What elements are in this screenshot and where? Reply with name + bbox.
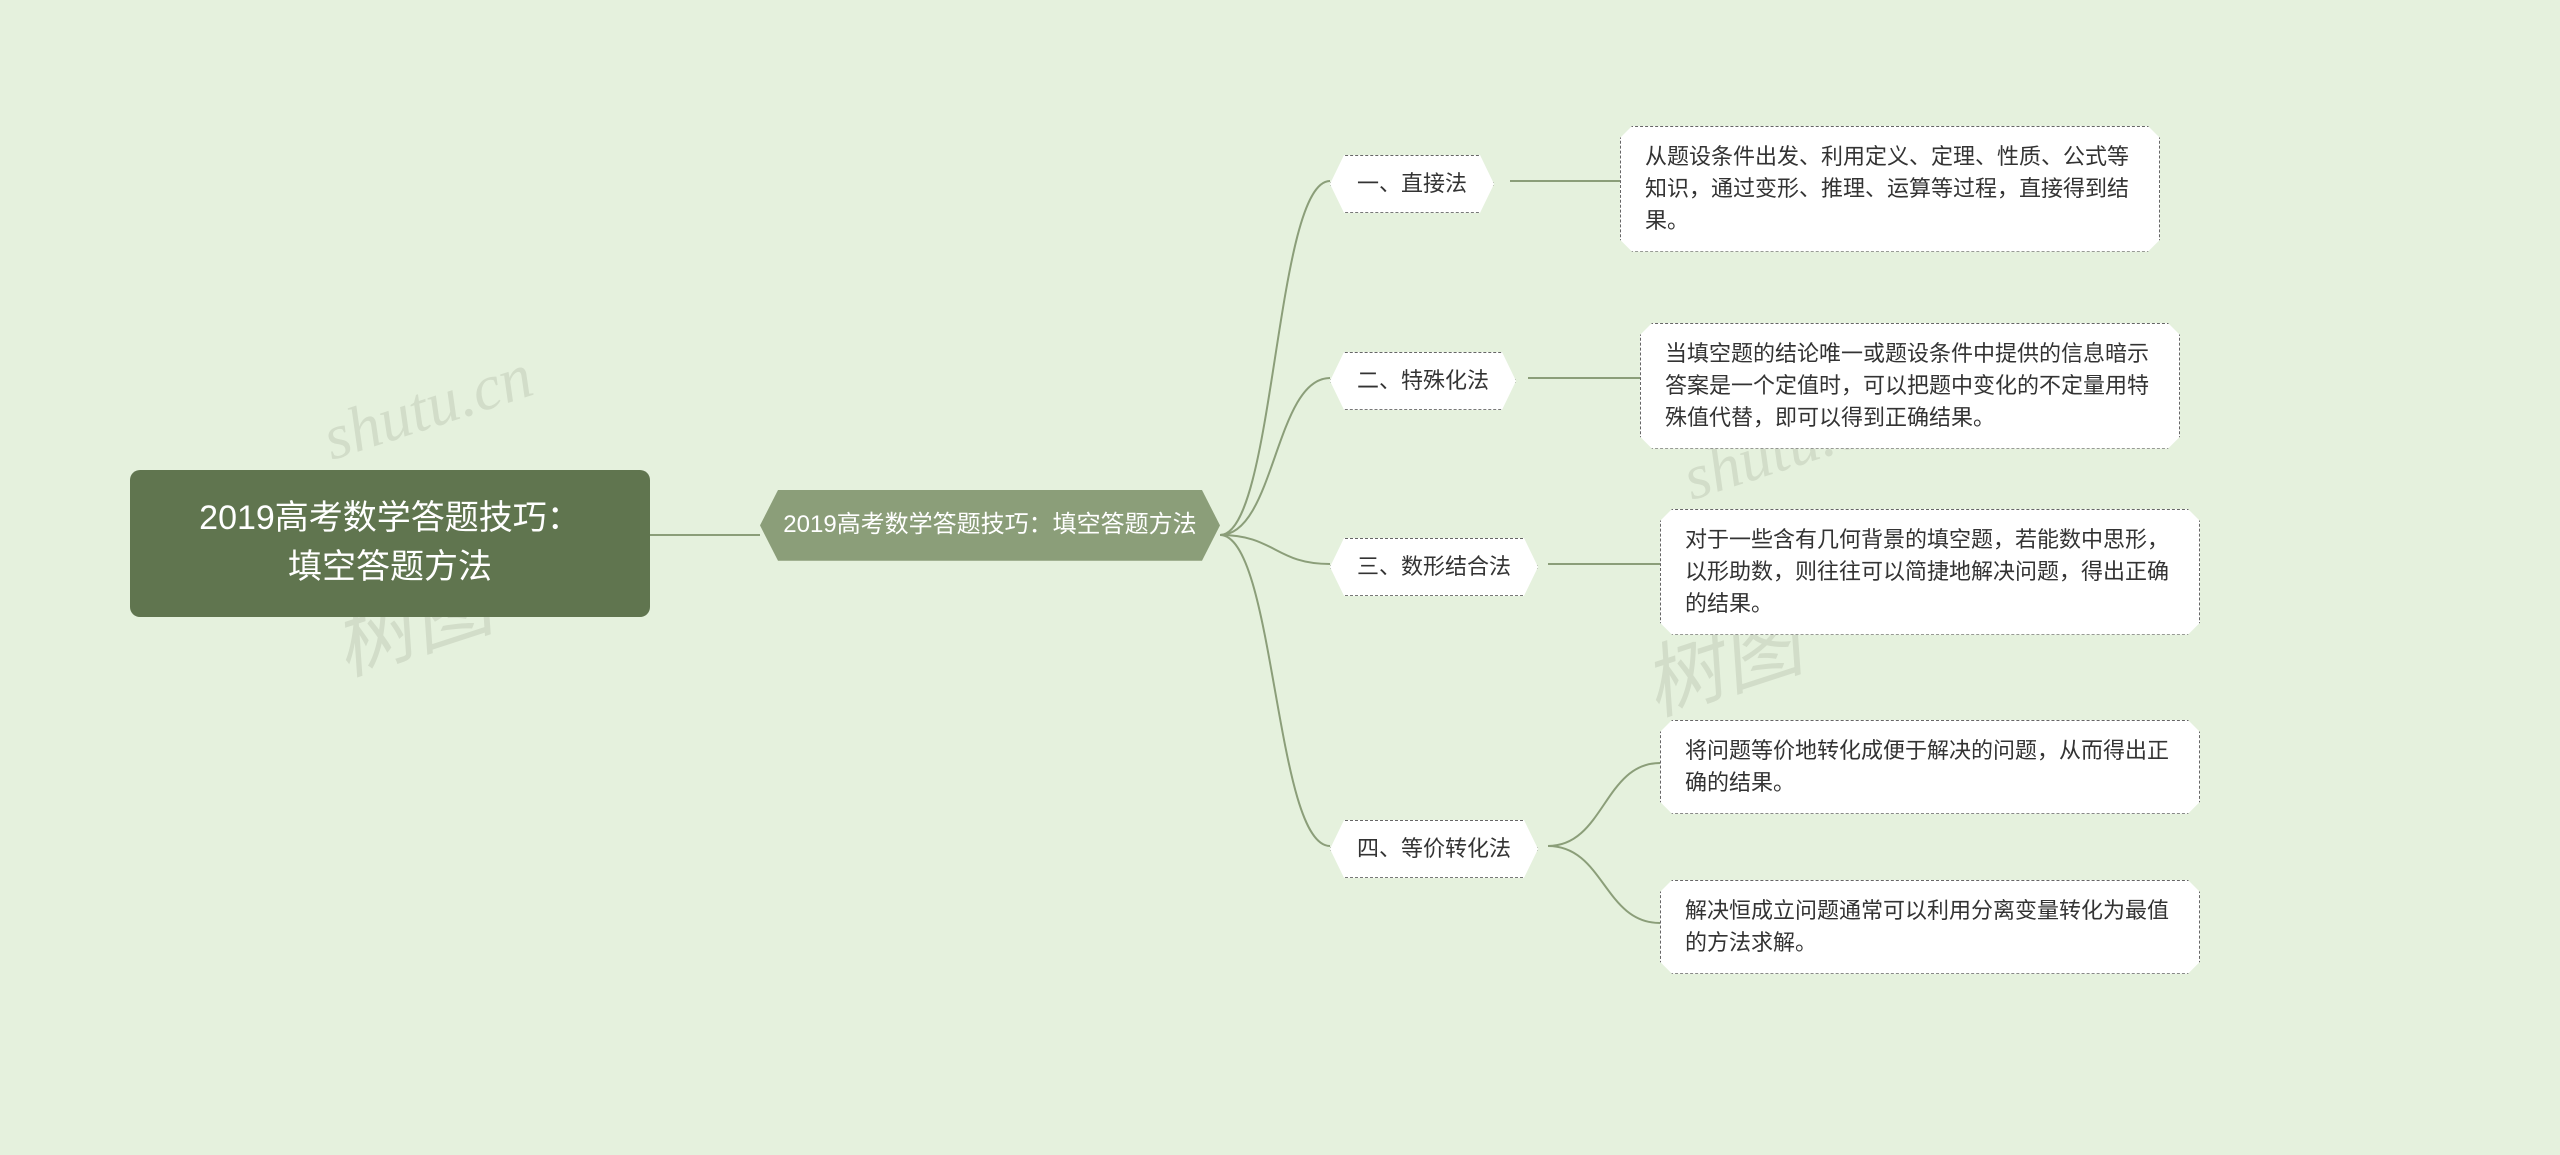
method-node-4[interactable]: 四、等价转化法: [1330, 820, 1538, 878]
leaf-node[interactable]: 当填空题的结论唯一或题设条件中提供的信息暗示答案是一个定值时，可以把题中变化的不…: [1640, 323, 2180, 449]
level1-label: 2019高考数学答题技巧：填空答题方法: [783, 508, 1196, 543]
root-node[interactable]: 2019高考数学答题技巧： 填空答题方法: [130, 470, 650, 617]
watermark: shutu.cn: [314, 339, 541, 476]
method-node-1[interactable]: 一、直接法: [1330, 155, 1494, 213]
method-label: 一、直接法: [1357, 168, 1467, 200]
leaf-node[interactable]: 将问题等价地转化成便于解决的问题，从而得出正确的结果。: [1660, 720, 2200, 814]
level1-node[interactable]: 2019高考数学答题技巧：填空答题方法: [760, 490, 1220, 561]
leaf-text: 从题设条件出发、利用定义、定理、性质、公式等知识，通过变形、推理、运算等过程，直…: [1645, 141, 2135, 237]
leaf-node[interactable]: 解决恒成立问题通常可以利用分离变量转化为最值的方法求解。: [1660, 880, 2200, 974]
root-title-line1: 2019高考数学答题技巧：: [199, 494, 581, 543]
method-label: 二、特殊化法: [1357, 365, 1489, 397]
method-node-2[interactable]: 二、特殊化法: [1330, 352, 1516, 410]
leaf-text: 当填空题的结论唯一或题设条件中提供的信息暗示答案是一个定值时，可以把题中变化的不…: [1665, 338, 2155, 434]
leaf-node[interactable]: 对于一些含有几何背景的填空题，若能数中思形，以形助数，则往往可以简捷地解决问题，…: [1660, 509, 2200, 635]
method-label: 四、等价转化法: [1357, 833, 1511, 865]
leaf-text: 对于一些含有几何背景的填空题，若能数中思形，以形助数，则往往可以简捷地解决问题，…: [1685, 524, 2175, 620]
mindmap-canvas: shutu.cn 树图 shutu.cn 树图 2019高考数学答题技巧： 填空…: [0, 0, 2560, 1155]
leaf-text: 将问题等价地转化成便于解决的问题，从而得出正确的结果。: [1685, 735, 2175, 799]
root-title-line2: 填空答题方法: [199, 543, 581, 592]
leaf-node[interactable]: 从题设条件出发、利用定义、定理、性质、公式等知识，通过变形、推理、运算等过程，直…: [1620, 126, 2160, 252]
method-node-3[interactable]: 三、数形结合法: [1330, 538, 1538, 596]
method-label: 三、数形结合法: [1357, 551, 1511, 583]
leaf-text: 解决恒成立问题通常可以利用分离变量转化为最值的方法求解。: [1685, 895, 2175, 959]
